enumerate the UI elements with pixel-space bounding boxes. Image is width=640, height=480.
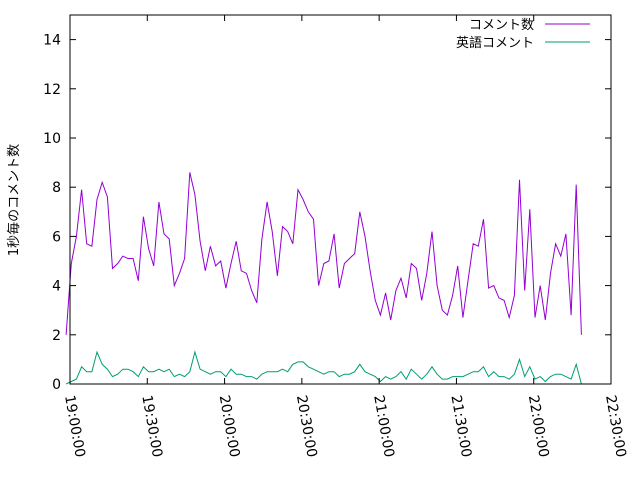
x-tick-label: 20:00:00 — [216, 394, 243, 459]
y-tick-label: 10 — [43, 131, 61, 147]
x-tick-label: 21:00:00 — [370, 394, 397, 459]
legend-label: 英語コメント — [456, 35, 534, 51]
plot-frame — [69, 14, 612, 385]
x-tick-label: 21:30:00 — [447, 394, 474, 459]
y-tick-label: 6 — [52, 229, 61, 245]
series-line-2 — [65, 350, 582, 385]
x-tick-label: 19:30:00 — [138, 394, 165, 459]
y-tick-label: 0 — [52, 377, 61, 393]
y-tick-label: 8 — [52, 180, 61, 196]
y-tick-label: 4 — [52, 279, 61, 295]
x-tick-label: 20:30:00 — [293, 394, 320, 459]
x-tick-label: 22:00:00 — [525, 394, 552, 459]
y-tick-label: 12 — [43, 82, 61, 98]
plot-marks — [65, 172, 582, 385]
x-tick-label: 19:00:00 — [61, 394, 88, 459]
series-line-1 — [65, 172, 582, 335]
y-tick-label: 14 — [43, 33, 61, 49]
y-tick-label: 2 — [52, 328, 61, 344]
y-axis-label: 1秒毎のコメント数 — [6, 144, 22, 256]
x-tick-label: 22:30:00 — [602, 394, 629, 459]
axis-ticks: 0 2 4 6 8 10 12 14 19:00:00 19:30:00 20:00:00 20:30… — [43, 15, 629, 459]
legend-label: コメント数 — [469, 18, 534, 33]
